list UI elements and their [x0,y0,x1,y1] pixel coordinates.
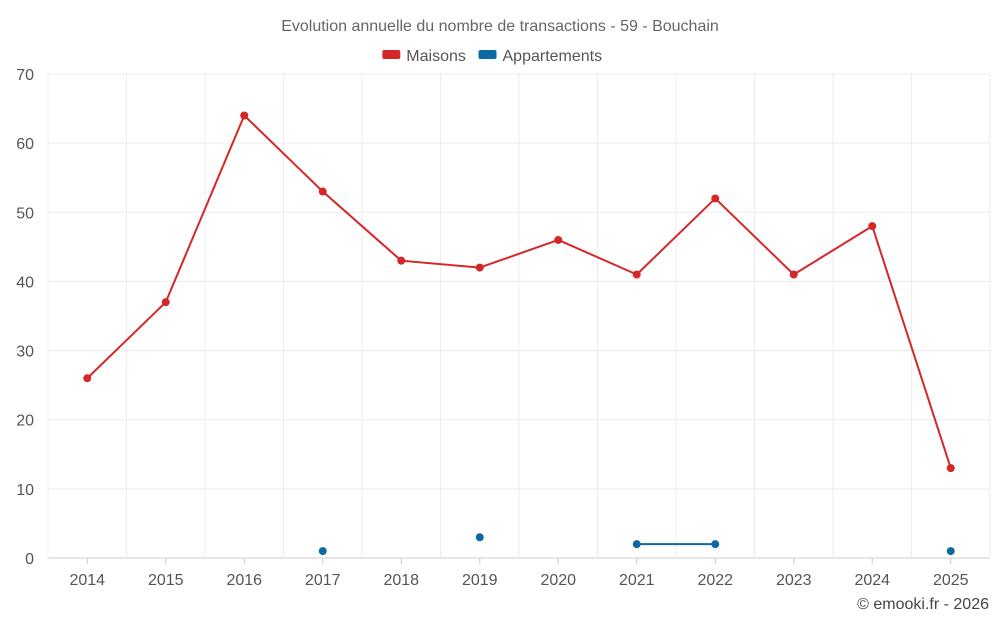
series-line-segment [401,259,480,269]
x-tick-label: 2014 [69,572,105,589]
y-tick-label: 20 [16,413,34,430]
x-tick-label: 2022 [697,572,733,589]
x-tick-label: 2015 [148,572,184,589]
gridlines [47,73,991,559]
series-line-segment [164,115,246,303]
data-point[interactable] [475,263,484,272]
series-maisons [83,111,955,473]
series-line-segment [636,197,716,276]
series-line-segment [557,239,638,276]
series-line-segment [86,301,167,379]
series-line-segment [793,225,873,276]
y-tick-label: 50 [16,205,34,222]
data-point[interactable] [554,235,563,244]
legend-label: Maisons [406,48,466,65]
data-point[interactable] [711,540,720,549]
data-point[interactable] [397,256,406,265]
legend-item-maisons[interactable]: Maisons [382,48,466,65]
x-tick-label: 2018 [383,572,419,589]
y-tick-label: 30 [16,344,34,361]
series-appartements [318,533,955,556]
chart-title: Evolution annuelle du nombre de transact… [281,18,719,35]
x-axis: 2014 2015 2016 2017 2018 2019 2020 2021 2022 2023… [69,558,969,589]
y-tick-label: 60 [16,136,34,153]
legend-label: Appartements [503,48,603,65]
data-point[interactable] [240,111,249,120]
data-point[interactable] [318,187,327,196]
y-tick-label: 70 [16,67,34,84]
legend-item-appartements[interactable]: Appartements [478,48,603,65]
legend-swatch [478,50,497,59]
series-line-segment [714,197,795,276]
y-tick-label: 10 [16,482,34,499]
y-tick-label: 0 [25,551,34,568]
data-point[interactable] [946,547,955,556]
series-line-segment [479,238,559,269]
x-tick-label: 2017 [305,572,341,589]
x-tick-label: 2023 [776,572,812,589]
series-line-segment [243,114,324,193]
x-tick-label: 2024 [854,572,890,589]
legend: Maisons Appartements [382,48,602,65]
x-tick-label: 2016 [226,572,262,589]
y-tick-label: 40 [16,274,34,291]
data-point[interactable] [789,270,798,279]
data-point[interactable] [83,374,92,383]
data-point[interactable] [475,533,484,542]
credit-label: © emooki.fr - 2026 [857,596,989,613]
data-point[interactable] [632,540,641,549]
x-tick-label: 2021 [619,572,655,589]
x-tick-label: 2020 [540,572,576,589]
x-tick-label: 2025 [933,572,969,589]
series-line-segment [871,225,952,469]
data-point[interactable] [632,270,641,279]
data-point[interactable] [711,194,720,203]
x-tick-label: 2019 [462,572,498,589]
data-point[interactable] [161,298,170,307]
data-point[interactable] [318,547,327,556]
legend-swatch [382,50,401,59]
series-line-segment [322,190,402,262]
data-point[interactable] [868,222,877,231]
y-axis: 0 10 20 30 40 50 60 70 [16,67,34,568]
data-point[interactable] [946,464,955,473]
series-layer [83,111,955,556]
